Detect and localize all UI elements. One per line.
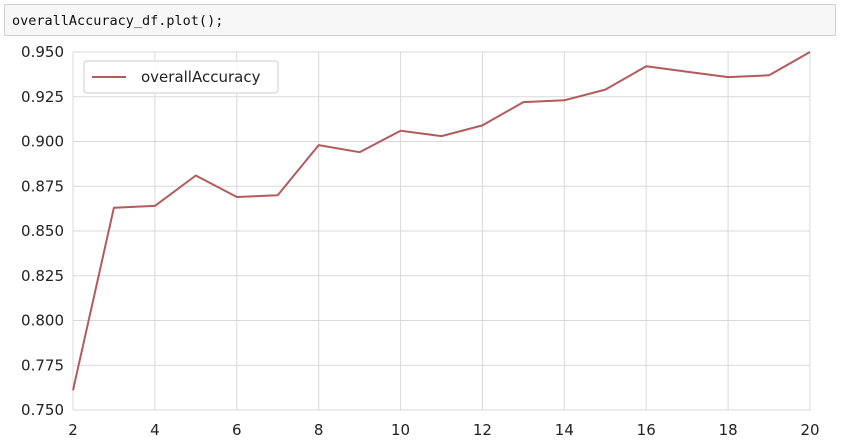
legend: overallAccuracy	[83, 60, 279, 94]
y-axis-ticks: 0.750 0.775 0.800 0.825 0.850 0.875 0.900 0.925…	[21, 43, 64, 419]
x-tick-label: 10	[391, 421, 410, 439]
y-tick-label: 0.925	[21, 88, 64, 106]
y-tick-label: 0.775	[21, 356, 64, 374]
code-cell[interactable]: overallAccuracy_df.plot();	[4, 4, 836, 36]
y-tick-label: 0.750	[21, 401, 64, 419]
x-tick-label: 2	[68, 421, 78, 439]
y-tick-label: 0.950	[21, 43, 64, 61]
x-tick-label: 4	[150, 421, 160, 439]
y-tick-label: 0.825	[21, 267, 64, 285]
x-tick-label: 12	[473, 421, 492, 439]
series-group	[72, 51, 811, 391]
x-tick-label: 20	[800, 421, 819, 439]
y-tick-label: 0.875	[21, 177, 64, 195]
legend-label-overallaccuracy: overallAccuracy	[141, 68, 261, 86]
y-tick-label: 0.900	[21, 133, 64, 151]
code-cell-source: overallAccuracy_df.plot();	[12, 13, 224, 29]
x-axis-ticks: 2 4 6 8 10 12 14 16 18 20	[68, 421, 819, 439]
x-tick-label: 14	[555, 421, 574, 439]
x-tick-label: 8	[314, 421, 324, 439]
x-tick-label: 6	[232, 421, 242, 439]
series-line-overallaccuracy	[72, 51, 811, 391]
y-tick-label: 0.850	[21, 222, 64, 240]
legend-box	[83, 60, 279, 94]
y-tick-label: 0.800	[21, 312, 64, 330]
x-tick-label: 18	[719, 421, 738, 439]
grid-lines	[72, 51, 811, 411]
x-tick-label: 16	[637, 421, 656, 439]
